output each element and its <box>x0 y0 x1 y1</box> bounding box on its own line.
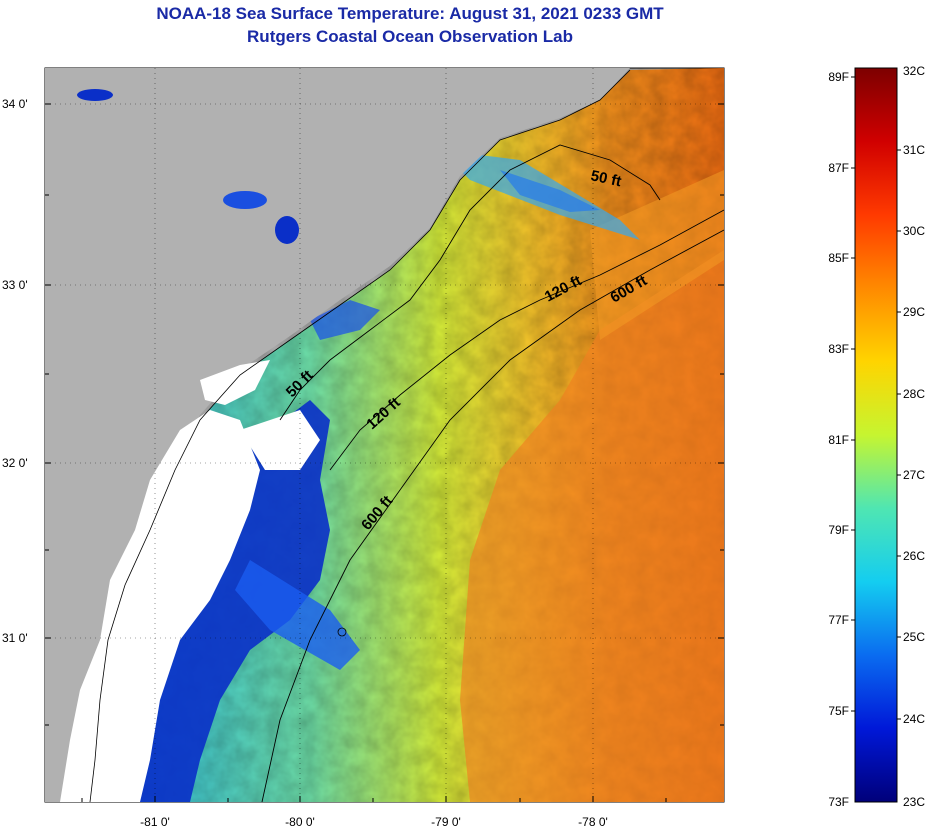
colorbar-f-81: 81F <box>828 433 849 447</box>
lon-label-81: -81 0' <box>140 815 170 829</box>
cloud-mask-coast <box>200 360 270 405</box>
colorbar-c-31: 31C <box>903 143 925 157</box>
colorbar-c-30: 30C <box>903 224 925 238</box>
lat-label-33: 33 0' <box>2 278 28 292</box>
cloud-mask-south <box>60 410 260 802</box>
lat-label-34: 34 0' <box>2 97 28 111</box>
map-subtitle: Rutgers Coastal Ocean Observation Lab <box>247 27 573 46</box>
colorbar-c-27: 27C <box>903 468 925 482</box>
contour-50ft <box>279 144 661 421</box>
contour-label-50ft-north: 50 ft <box>589 167 623 190</box>
map-title: NOAA-18 Sea Surface Temperature: August … <box>156 4 664 23</box>
contour-islet <box>337 627 347 637</box>
land-mass <box>45 68 630 802</box>
cool-stripe-1 <box>235 560 360 670</box>
colorbar-f-89: 89F <box>828 70 849 84</box>
colorbar-c-25: 25C <box>903 630 925 644</box>
cool-nearshore-north <box>310 300 380 340</box>
colorbar-f-83: 83F <box>828 342 849 356</box>
colorbar-f-85: 85F <box>828 251 849 265</box>
colorbar-f-73: 73F <box>828 795 849 809</box>
warm-offshore-north <box>590 170 724 340</box>
graticule <box>45 68 724 802</box>
lake-blob-3 <box>77 89 113 101</box>
lon-label-79: -79 0' <box>431 815 461 829</box>
cool-stripe-3 <box>500 170 600 212</box>
colorbar-f-77: 77F <box>828 613 849 627</box>
contour-600ft <box>261 229 724 802</box>
colorbar-ticks <box>851 76 901 720</box>
contour-120ft <box>329 209 724 471</box>
warm-gulf-stream <box>460 250 724 802</box>
cloud-mask-east <box>240 410 320 470</box>
lake-blob-1 <box>275 216 299 244</box>
coastline <box>89 69 631 802</box>
colorbar-f-87: 87F <box>828 161 849 175</box>
lon-label-80: -80 0' <box>285 815 315 829</box>
lon-label-78: -78 0' <box>578 815 608 829</box>
colorbar-f-75: 75F <box>828 704 849 718</box>
colorbar-f-79: 79F <box>828 523 849 537</box>
colorbar-c-24: 24C <box>903 712 925 726</box>
lake-blob-2 <box>223 191 267 209</box>
frame-ticks <box>45 103 724 802</box>
lat-label-32: 32 0' <box>2 456 28 470</box>
lat-label-31: 31 0' <box>2 631 28 645</box>
map-canvas <box>45 68 724 802</box>
colorbar-c-29: 29C <box>903 305 925 319</box>
colorbar-c-26: 26C <box>903 549 925 563</box>
cool-nearshore <box>120 400 330 802</box>
colorbar <box>854 67 898 803</box>
colorbar-c-32: 32C <box>903 64 925 78</box>
colorbar-c-28: 28C <box>903 387 925 401</box>
colorbar-c-23: 23C <box>903 795 925 809</box>
